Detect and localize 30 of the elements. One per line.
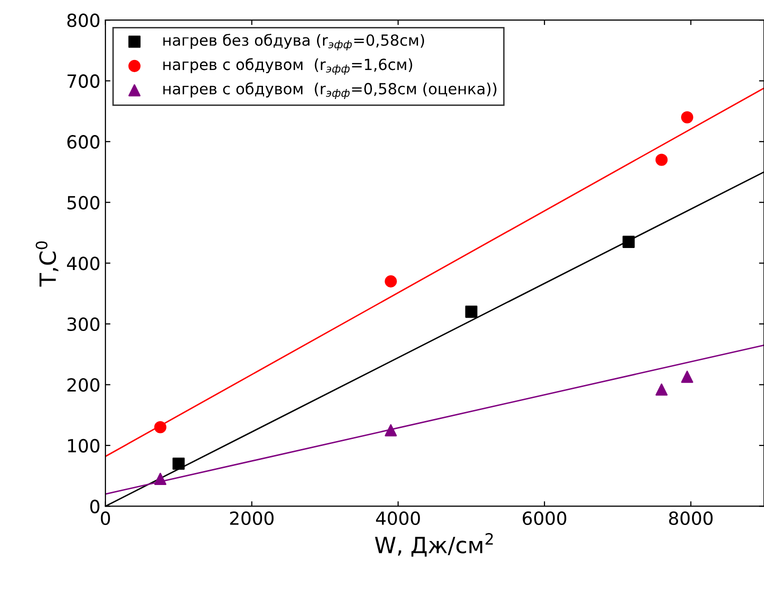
point: [384, 424, 397, 436]
y-axis-title: T,C$^{0}$: [36, 241, 58, 287]
y-tick-label: 800: [67, 14, 100, 28]
point: [154, 421, 166, 434]
legend-label: нагрев с обдувом (r$_{эфф}$=1,6см): [163, 58, 412, 75]
y-tick-label: 300: [67, 317, 100, 332]
y-tick-label: 200: [67, 378, 100, 392]
x-axis-title: W, Дж/см$^{2}$: [375, 533, 493, 557]
x-tick-label: 8000: [669, 511, 713, 526]
point: [655, 154, 668, 166]
point: [622, 236, 635, 248]
y-tick-label: 400: [66, 256, 100, 270]
x-tick-label: 6000: [522, 511, 566, 526]
y-tick-label: 0: [90, 500, 100, 514]
point: [655, 383, 668, 396]
y-tick-label: 500: [68, 196, 100, 210]
point: [172, 458, 185, 470]
x-tick-label: 2000: [230, 511, 274, 526]
y-tick-label: 600: [67, 135, 100, 149]
point: [681, 111, 694, 124]
x-tick-label: 0: [100, 511, 110, 526]
point: [154, 472, 166, 485]
x-tick-label: 4000: [376, 511, 420, 526]
point: [384, 275, 397, 288]
y-tick-label: 700: [68, 74, 100, 88]
y-tick-label: 100: [68, 438, 100, 453]
point: [681, 370, 694, 383]
point: [465, 306, 478, 318]
legend-label: нагрев с обдувом (r$_{эфф}$=0,58см (оценка)): [163, 82, 496, 99]
legend-label: нагрев без обдува (r$_{эфф}$=0,58см): [163, 34, 424, 50]
